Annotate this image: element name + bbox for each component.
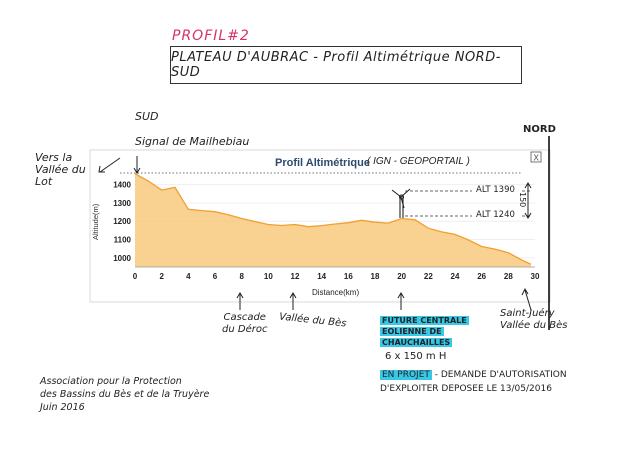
height-arrow-bottom bbox=[524, 212, 532, 219]
close-button[interactable] bbox=[530, 151, 542, 163]
alt1240-label: ALT 1240 bbox=[476, 210, 515, 220]
plot-area bbox=[134, 173, 535, 268]
profil-tag: PROFIL#2 bbox=[172, 28, 250, 44]
sud-label: SUD bbox=[135, 110, 159, 123]
chart-title-annotation: ( IGN - GEOPORTAIL ) bbox=[367, 156, 470, 167]
x-tick-8: 8 bbox=[239, 272, 244, 281]
centrale-line-2: EOLIENNE DE bbox=[380, 327, 444, 336]
vallee-bes-arrow bbox=[289, 292, 297, 310]
association-label: Association pour la Protection des Bassi… bbox=[40, 375, 209, 414]
saint-juery-label: Saint-Juéry Vallée du Bès bbox=[500, 308, 567, 332]
vers-lot-label: Vers la Vallée du Lot bbox=[35, 152, 86, 188]
x-tick-4: 4 bbox=[186, 272, 191, 281]
close-icon[interactable]: X bbox=[534, 154, 540, 163]
vers-lot-arrow bbox=[98, 157, 121, 173]
saint-juery-line-2: Vallée du Bès bbox=[500, 320, 568, 331]
nord-label: NORD bbox=[523, 124, 556, 135]
cascade-line-1: Cascade bbox=[223, 312, 266, 323]
x-tick-16: 16 bbox=[344, 272, 353, 281]
projet-highlight: EN PROJET bbox=[380, 370, 432, 380]
association-line-2: des Bassins du Bès et de la Truyère bbox=[40, 389, 210, 400]
turbines-label: 6 x 150 m H bbox=[385, 351, 447, 362]
x-tick-20: 20 bbox=[397, 272, 406, 281]
centrale-label: FUTURE CENTRALE EOLIENNE DE CHAUCHAILLES bbox=[380, 315, 469, 348]
vers-lot-line-1: Vers la bbox=[35, 151, 73, 164]
y-tick-1200: 1200 bbox=[113, 217, 131, 226]
x-tick-18: 18 bbox=[371, 272, 380, 281]
x-tick-2: 2 bbox=[159, 272, 164, 281]
projet-rest: - DEMANDE D'AUTORISATION bbox=[434, 370, 567, 380]
x-tick-28: 28 bbox=[504, 272, 513, 281]
alt1390-label: ALT 1390 bbox=[476, 185, 515, 195]
x-tick-22: 22 bbox=[424, 272, 433, 281]
wind-turbine-icon bbox=[391, 188, 411, 218]
y-tick-1400: 1400 bbox=[113, 181, 131, 190]
document-title: PLATEAU D'AUBRAC - Profil Altimétrique N… bbox=[171, 50, 501, 80]
association-line-1: Association pour la Protection bbox=[40, 376, 182, 387]
x-tick-24: 24 bbox=[451, 272, 460, 281]
x-ticks: 0 2 4 6 8 10 12 14 16 18 20 22 24 26 28 30 bbox=[133, 272, 540, 281]
centrale-line-3: CHAUCHAILLES bbox=[380, 338, 453, 347]
centrale-arrow bbox=[397, 292, 405, 310]
x-tick-14: 14 bbox=[317, 272, 326, 281]
vers-lot-line-3: Lot bbox=[35, 175, 53, 188]
projet-line-2: D'EXPLOITER DEPOSEE LE 13/05/2016 bbox=[380, 384, 552, 394]
saint-juery-line-1: Saint-Juéry bbox=[500, 308, 555, 319]
altitude-line bbox=[134, 173, 532, 265]
x-axis-label: Distance(km) bbox=[312, 288, 359, 297]
altitude-area bbox=[135, 173, 531, 267]
title-box: PLATEAU D'AUBRAC - Profil Altimétrique N… bbox=[170, 46, 522, 84]
projet-label: EN PROJET - DEMANDE D'AUTORISATION D'EXP… bbox=[380, 368, 567, 396]
height-arrow-top bbox=[524, 182, 532, 189]
cascade-label: Cascade du Déroc bbox=[222, 312, 267, 336]
vers-lot-line-2: Vallée du bbox=[35, 163, 86, 176]
y-ticks: 1000 1100 1200 1300 1400 bbox=[113, 181, 131, 263]
x-tick-0: 0 bbox=[133, 272, 138, 281]
centrale-line-1: FUTURE CENTRALE bbox=[380, 316, 469, 325]
y-axis-label: Altitude(m) bbox=[91, 203, 100, 240]
y-tick-1300: 1300 bbox=[113, 199, 131, 208]
height-label: 150 bbox=[518, 192, 527, 208]
x-tick-12: 12 bbox=[291, 272, 300, 281]
association-line-3: Juin 2016 bbox=[40, 402, 85, 413]
signal-arrow bbox=[133, 156, 141, 174]
cascade-arrow bbox=[236, 292, 244, 310]
y-tick-1000: 1000 bbox=[113, 254, 131, 263]
saint-juery-arrow bbox=[521, 287, 532, 311]
x-tick-26: 26 bbox=[477, 272, 486, 281]
x-tick-30: 30 bbox=[531, 272, 540, 281]
x-tick-6: 6 bbox=[213, 272, 218, 281]
x-tick-10: 10 bbox=[264, 272, 273, 281]
cascade-line-2: du Déroc bbox=[222, 324, 268, 335]
y-tick-1100: 1100 bbox=[114, 236, 132, 245]
signal-label: Signal de Mailhebiau bbox=[135, 135, 250, 148]
chart-title: Profil Altimétrique bbox=[275, 157, 370, 169]
